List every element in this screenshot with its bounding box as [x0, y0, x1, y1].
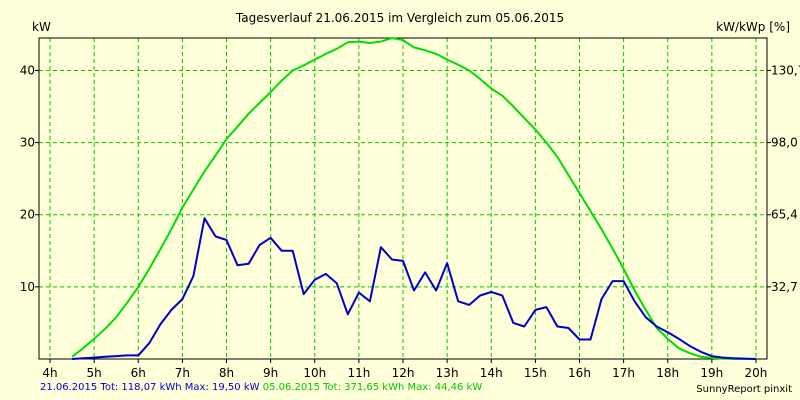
y-tick-label-right: 130,7 — [771, 63, 800, 77]
series-line-1 — [72, 217, 757, 360]
x-tick-label: 13h — [436, 366, 459, 380]
x-tick-label: 10h — [303, 366, 326, 380]
series — [71, 37, 757, 360]
credit-label: SunnyReport pinxit — [696, 384, 792, 395]
y-tick-label-left: 30 — [20, 136, 35, 150]
y-tick-label-left: 40 — [20, 63, 35, 77]
x-tick-label: 5h — [87, 366, 102, 380]
y-tick-label-right: 32,7 — [771, 280, 798, 294]
x-tick-label: 16h — [568, 366, 591, 380]
y-tick-label-right: 65,4 — [771, 208, 798, 222]
x-tick-label: 14h — [480, 366, 503, 380]
x-tick-label: 11h — [347, 366, 370, 380]
y-tick-label-left: 20 — [20, 208, 35, 222]
x-tick-label: 8h — [219, 366, 234, 380]
x-tick-label: 9h — [263, 366, 278, 380]
series-line-2 — [71, 37, 756, 360]
chart-title: Tagesverlauf 21.06.2015 im Vergleich zum… — [235, 11, 565, 25]
tick-labels: 4h 5h 6h 7h 8h 9h 10h 11h 12h 13h 14h 15h 16h 17h 18h 1… — [20, 63, 800, 380]
series-1-summary: 21.06.2015 Tot: 118,07 kWh Max: 19,50 kW — [40, 382, 260, 393]
x-tick-label: 4h — [42, 366, 57, 380]
x-tick-label: 6h — [131, 366, 146, 380]
x-tick-label: 20h — [745, 366, 768, 380]
x-tick-label: 19h — [700, 366, 723, 380]
y-tick-label-right: 98,0 — [771, 136, 798, 150]
y-axis-label-left: kW — [32, 20, 51, 34]
y-tick-label-left: 10 — [20, 280, 35, 294]
x-tick-label: 15h — [524, 366, 547, 380]
x-tick-label: 12h — [392, 366, 415, 380]
grid — [39, 38, 767, 359]
axes — [35, 37, 771, 363]
y-axis-label-right: kW/kWp [%] — [716, 20, 790, 34]
x-tick-label: 17h — [612, 366, 635, 380]
chart-footer: 21.06.2015 Tot: 118,07 kWh Max: 19,50 kW… — [40, 382, 482, 393]
series-2-summary: 05.06.2015 Tot: 371,65 kWh Max: 44,46 kW — [262, 382, 483, 393]
x-tick-label: 7h — [175, 366, 190, 380]
x-tick-label: 18h — [656, 366, 679, 380]
plot-frame — [38, 37, 768, 360]
